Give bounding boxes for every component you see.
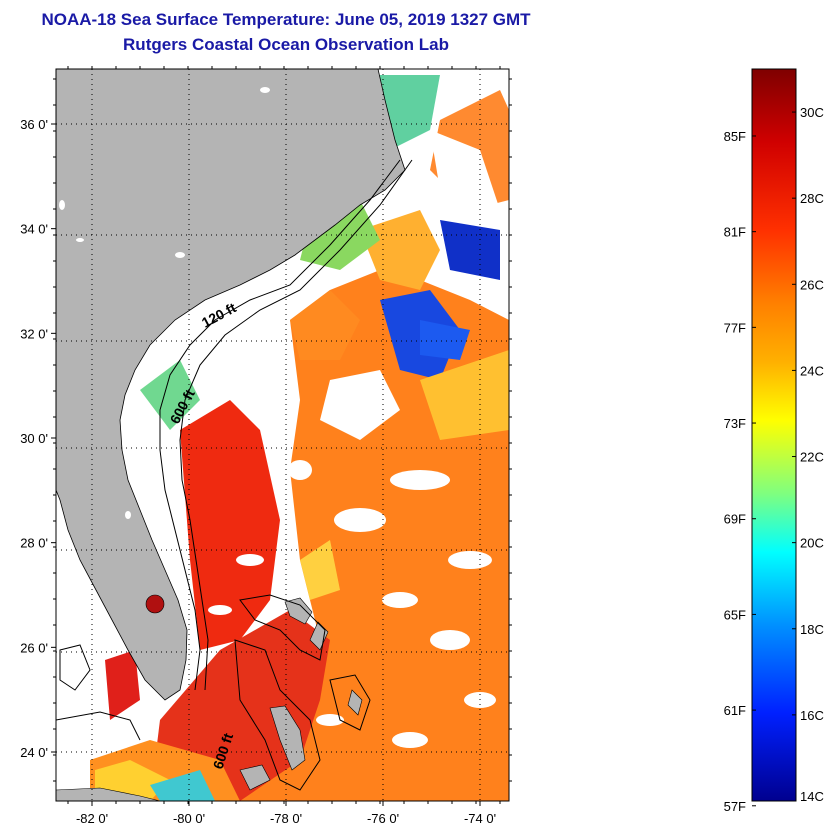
- longitude-axis: -82 0' -80 0' -78 0' -76 0' -74 0': [67, 66, 501, 826]
- colorbar-celsius-label: 24C: [800, 363, 824, 378]
- colorbar-celsius-label: 30C: [800, 105, 824, 120]
- page-subtitle: Rutgers Coastal Ocean Observation Lab: [123, 35, 449, 54]
- colorbar-celsius-label: 16C: [800, 708, 824, 723]
- sst-map: [56, 69, 509, 801]
- graticule: [56, 69, 509, 801]
- lake-okeechobee: [145, 594, 165, 614]
- colorbar-fahrenheit-label: 81F: [724, 225, 746, 240]
- colorbar-celsius-label: 28C: [800, 191, 824, 206]
- isobath-contours: [56, 159, 413, 791]
- lat-tick-label: 32 0': [20, 326, 48, 341]
- colorbar-celsius-label: 22C: [800, 450, 824, 465]
- colorbar-celsius-labels: 14C 16C 18C 20C 22C 24C 26C 28C 30C: [792, 105, 824, 804]
- lon-tick-label: -82 0': [76, 811, 108, 826]
- colorbar-celsius-label: 20C: [800, 536, 824, 551]
- colorbar-fahrenheit-label: 57F: [724, 799, 746, 814]
- colorbar-celsius-label: 18C: [800, 622, 824, 637]
- lon-tick-label: -76 0': [367, 811, 399, 826]
- lon-tick-label: -80 0': [173, 811, 205, 826]
- colorbar-fahrenheit-labels: 57F 61F 65F 69F 73F 77F 81F 85F: [724, 129, 756, 814]
- map-frame: [55, 68, 510, 802]
- colorbar-celsius-label: 26C: [800, 277, 824, 292]
- colorbar-fahrenheit-label: 85F: [724, 129, 746, 144]
- page-title: NOAA-18 Sea Surface Temperature: June 05…: [41, 10, 531, 29]
- colorbar-fahrenheit-label: 69F: [724, 512, 746, 527]
- lat-tick-label: 30 0': [20, 431, 48, 446]
- lon-tick-label: -78 0': [270, 811, 302, 826]
- lat-tick-label: 34 0': [20, 222, 48, 237]
- colorbar-gradient: [751, 68, 797, 802]
- lat-tick-label: 36 0': [20, 117, 48, 132]
- latitude-axis: 24 0' 26 0' 28 0' 30 0' 32 0' 34 0' 36 0': [20, 78, 512, 782]
- colorbar-fahrenheit-label: 73F: [724, 416, 746, 431]
- land-mass: [56, 69, 406, 701]
- lon-tick-label: -74 0': [464, 811, 496, 826]
- lat-tick-label: 28 0': [20, 536, 48, 551]
- colorbar-fahrenheit-label: 65F: [724, 607, 746, 622]
- lat-tick-label: 24 0': [20, 745, 48, 760]
- colorbar-fahrenheit-label: 61F: [724, 703, 746, 718]
- colorbar: 14C 16C 18C 20C 22C 24C 26C 28C 30C 57F 61F 65F 69F…: [724, 68, 824, 814]
- colorbar-celsius-label: 14C: [800, 789, 824, 804]
- cloud-cover: [208, 130, 500, 748]
- inland-water: [59, 87, 270, 519]
- lat-tick-label: 26 0': [20, 640, 48, 655]
- colorbar-fahrenheit-label: 77F: [724, 320, 746, 335]
